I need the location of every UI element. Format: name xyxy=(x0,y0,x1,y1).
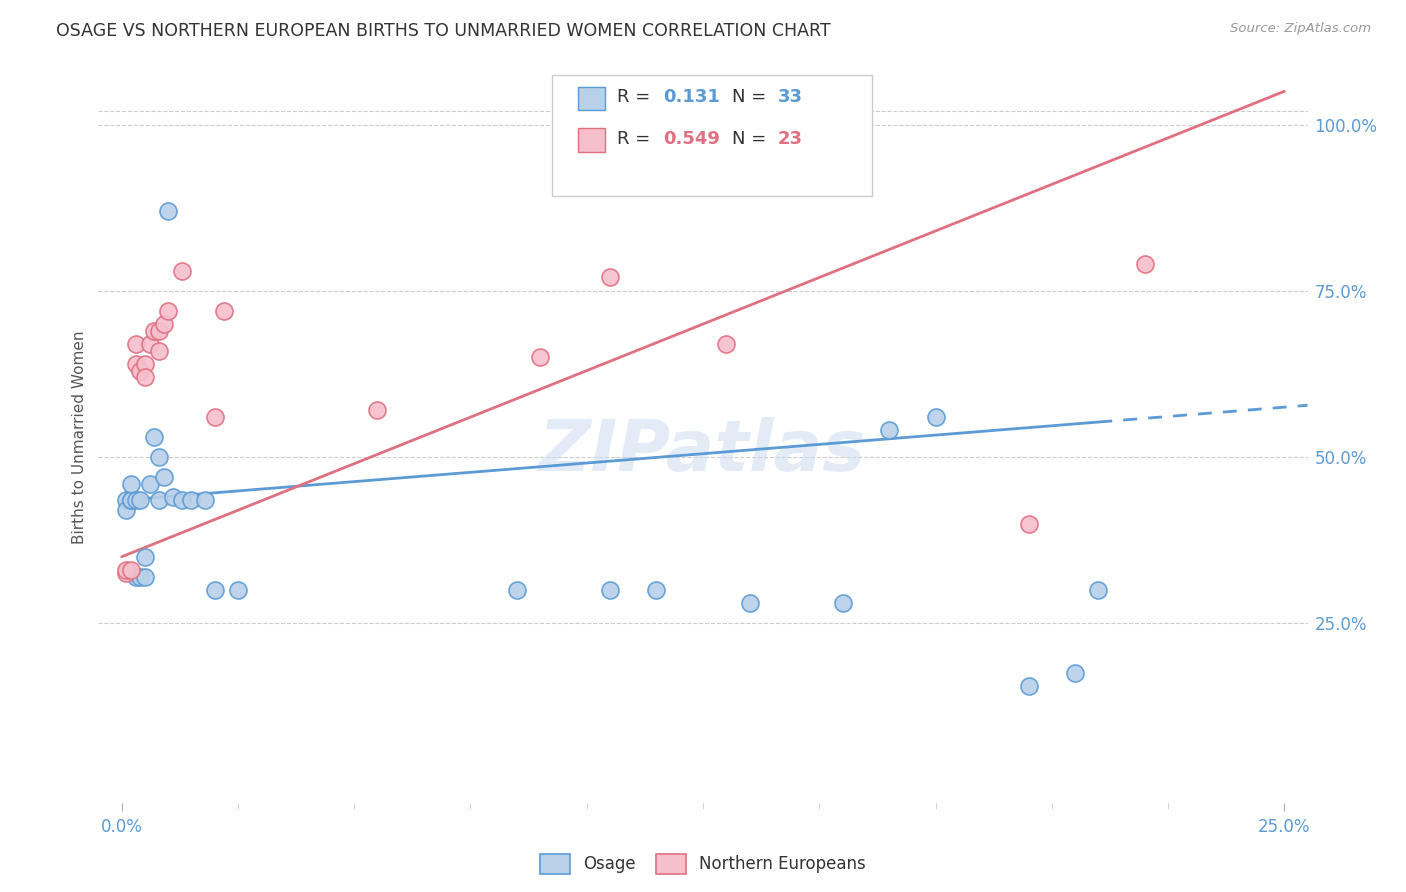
Text: R =: R = xyxy=(617,130,657,148)
Point xyxy=(134,549,156,564)
Point xyxy=(162,490,184,504)
Text: 33: 33 xyxy=(778,88,803,106)
Point xyxy=(924,410,946,425)
Point xyxy=(120,563,142,577)
Text: 0.549: 0.549 xyxy=(664,130,720,148)
Point xyxy=(134,357,156,371)
FancyBboxPatch shape xyxy=(578,87,605,110)
Point xyxy=(129,493,152,508)
Point xyxy=(172,493,194,508)
Point xyxy=(148,450,170,464)
Point xyxy=(129,363,152,377)
Point xyxy=(148,324,170,338)
Point xyxy=(506,582,529,597)
Point xyxy=(134,570,156,584)
Point xyxy=(115,493,138,508)
Point xyxy=(115,563,138,577)
Point xyxy=(1064,666,1087,681)
Point xyxy=(226,582,249,597)
Point xyxy=(115,503,138,517)
Point xyxy=(115,566,138,581)
Point xyxy=(124,493,146,508)
Point xyxy=(366,403,388,417)
Point xyxy=(134,370,156,384)
Point xyxy=(716,337,738,351)
Point xyxy=(124,337,146,351)
FancyBboxPatch shape xyxy=(578,128,605,152)
Y-axis label: Births to Unmarried Women: Births to Unmarried Women xyxy=(72,330,87,544)
Point xyxy=(157,204,180,219)
Text: N =: N = xyxy=(733,130,772,148)
Text: N =: N = xyxy=(733,88,772,106)
Point xyxy=(138,337,160,351)
Point xyxy=(138,476,160,491)
Point xyxy=(194,493,217,508)
Point xyxy=(831,596,853,610)
Point xyxy=(120,476,142,491)
Point xyxy=(599,270,621,285)
Point xyxy=(152,470,174,484)
Text: 23: 23 xyxy=(778,130,803,148)
Point xyxy=(157,303,180,318)
Point xyxy=(212,303,235,318)
Point xyxy=(877,424,900,438)
Point xyxy=(599,582,621,597)
Point xyxy=(204,410,226,425)
Text: Source: ZipAtlas.com: Source: ZipAtlas.com xyxy=(1230,22,1371,36)
Point xyxy=(143,430,166,444)
Point xyxy=(152,317,174,331)
Point xyxy=(738,596,761,610)
Point xyxy=(124,570,146,584)
Point xyxy=(148,493,170,508)
Point xyxy=(124,357,146,371)
Legend: Osage, Northern Europeans: Osage, Northern Europeans xyxy=(531,846,875,882)
Point xyxy=(1087,582,1109,597)
Point xyxy=(120,493,142,508)
Point xyxy=(529,351,551,365)
Point xyxy=(1018,680,1040,694)
Point xyxy=(204,582,226,597)
FancyBboxPatch shape xyxy=(553,75,872,195)
Point xyxy=(1133,257,1156,271)
Point xyxy=(172,264,194,278)
Point xyxy=(120,493,142,508)
Text: R =: R = xyxy=(617,88,657,106)
Text: 0.131: 0.131 xyxy=(664,88,720,106)
Point xyxy=(129,570,152,584)
Point xyxy=(180,493,202,508)
Point xyxy=(148,343,170,358)
Text: ZIPatlas: ZIPatlas xyxy=(540,417,866,486)
Point xyxy=(645,582,668,597)
Point xyxy=(143,324,166,338)
Text: OSAGE VS NORTHERN EUROPEAN BIRTHS TO UNMARRIED WOMEN CORRELATION CHART: OSAGE VS NORTHERN EUROPEAN BIRTHS TO UNM… xyxy=(56,22,831,40)
Point xyxy=(1018,516,1040,531)
